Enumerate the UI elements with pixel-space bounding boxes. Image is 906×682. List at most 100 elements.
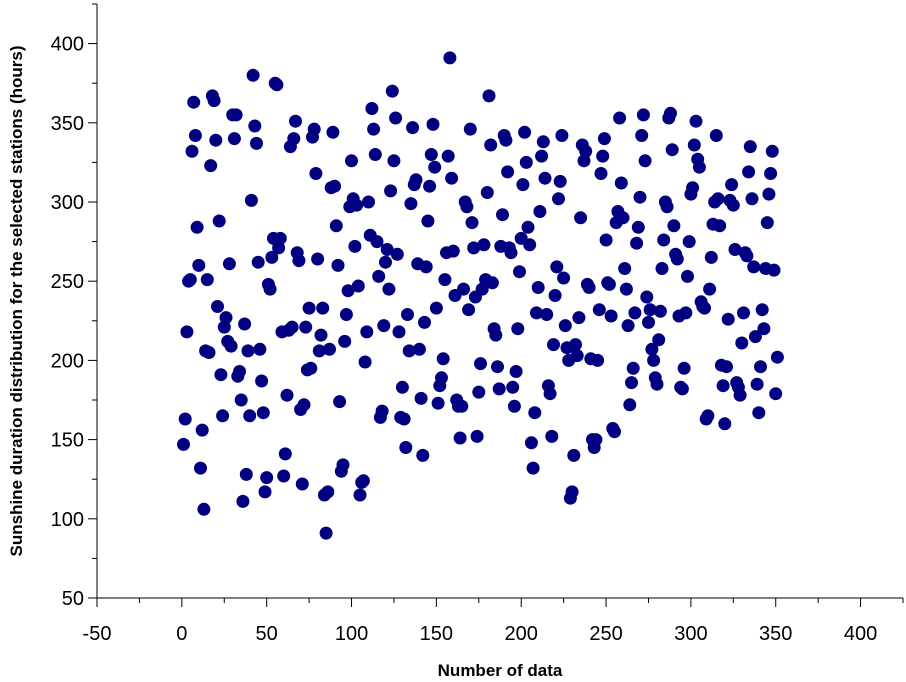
data-point [280,388,294,402]
data-point [244,193,258,207]
data-point [489,328,503,342]
data-point [263,282,277,296]
data-point [725,178,739,192]
x-tick-label: 400 [844,623,877,645]
data-point [460,200,474,214]
data-point [455,399,469,413]
x-tick-label: 350 [759,623,792,645]
data-point [574,211,588,225]
data-point [195,423,209,437]
data-point [214,368,228,382]
data-point [248,119,262,133]
data-point [190,220,204,234]
data-point [686,181,700,195]
data-point [703,282,717,296]
data-point [314,328,328,342]
data-point [558,319,572,333]
data-point [477,238,491,252]
data-point [745,192,759,206]
data-point [643,303,657,317]
data-point [426,117,440,131]
data-point [424,148,438,161]
data-point [385,84,399,98]
data-point [418,315,431,329]
data-point [328,179,342,193]
data-point [704,250,718,264]
data-point [613,111,627,125]
data-point [740,249,754,263]
data-point [178,412,192,426]
data-point [636,108,650,122]
data-point [216,409,230,423]
data-point [368,148,382,161]
data-point [733,388,747,402]
data-point [441,149,455,163]
data-point [513,265,526,279]
data-point [720,360,733,374]
data-point [419,260,433,274]
data-point [711,192,725,206]
data-point [602,277,616,291]
data-point [338,334,352,348]
data-point [765,144,779,158]
data-point [465,216,479,230]
data-point [372,269,386,283]
data-point [748,330,762,344]
data-point [209,133,223,147]
data-point [728,243,742,256]
data-point [616,211,630,225]
data-point [567,448,581,462]
data-point [395,380,409,394]
data-point [647,353,661,367]
data-point [592,303,606,317]
data-point [675,382,689,396]
data-point [287,132,301,146]
data-point [312,344,326,358]
data-point [470,429,484,443]
data-point [555,129,569,142]
data-point [760,216,774,230]
data-point [682,235,696,249]
data-point [177,437,190,451]
data-point [467,241,481,255]
data-point [599,233,613,247]
data-point [316,301,330,315]
data-point [681,269,694,283]
data-point [536,135,550,149]
data-point [507,399,521,413]
data-point [446,244,460,258]
data-point [625,376,638,390]
y-tick-label: 400 [51,34,84,56]
data-point [618,262,632,275]
data-point [211,300,224,313]
data-point [626,361,640,375]
data-point [764,167,778,180]
y-tick-label: 300 [51,192,84,214]
data-point [382,282,396,296]
data-point [491,360,504,374]
data-point [572,311,586,325]
data-point [212,214,226,228]
data-point [265,250,279,264]
data-point [533,205,547,218]
data-point [438,273,452,287]
data-point [552,192,565,206]
data-point [389,111,403,125]
data-point [589,433,603,447]
data-point [526,461,540,475]
data-point [348,239,362,253]
data-point [236,494,250,508]
data-point [423,179,437,193]
y-tick-label: 100 [51,509,84,531]
data-point [543,387,557,401]
data-point [716,379,730,393]
data-point [619,282,633,296]
data-point [652,333,666,347]
data-point [416,448,430,462]
data-point [462,303,476,317]
data-point [677,361,691,375]
data-point [238,317,252,331]
data-point [757,322,771,336]
data-point [251,255,265,269]
data-point [565,485,579,499]
